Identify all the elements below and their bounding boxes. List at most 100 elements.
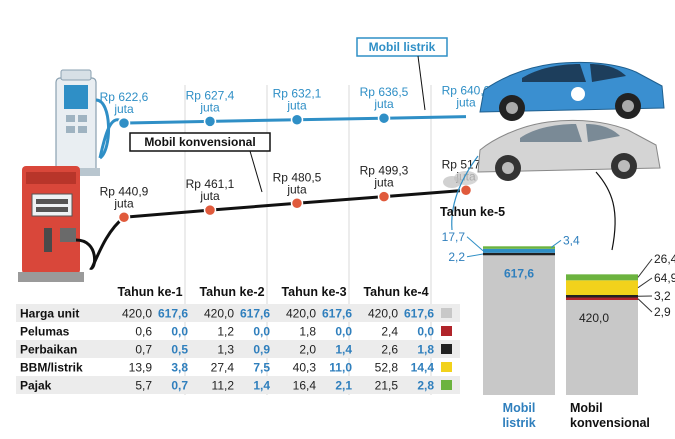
cell-listrik: 617,6 (158, 307, 188, 321)
legend-mobil-konvensional: Mobil konvensional (129, 132, 271, 193)
value-label-mobil-listrik-2: Rp 627,4 juta (186, 88, 235, 114)
leader (637, 277, 653, 289)
cell-konvensional: 2,0 (299, 343, 316, 357)
cell-konvensional: 13,9 (129, 361, 153, 375)
segment-mobil-listrik-harga-unit (483, 255, 555, 395)
cell-listrik: 617,6 (322, 307, 352, 321)
car-listrik-icon (479, 61, 665, 121)
marker-mobil-listrik-3 (290, 113, 304, 126)
cell-listrik: 617,6 (240, 307, 270, 321)
segment-label-mobil-konvensional-bbm-listrik: 64,9 (654, 271, 675, 285)
cell-listrik: 0,0 (253, 325, 270, 339)
series-line-mobil-listrik (98, 115, 467, 159)
color-swatch-harga-unit (441, 308, 452, 318)
leader (637, 258, 653, 278)
charging-station-icon (52, 69, 111, 176)
year5-title: Tahun ke-5 (440, 205, 505, 219)
value-label-mobil-konvensional-1: Rp 440,9 juta (100, 184, 149, 210)
cell-konvensional: 40,3 (293, 361, 317, 375)
cell-listrik: 0,7 (171, 379, 188, 393)
cell-konvensional: 1,2 (217, 325, 234, 339)
cell-listrik: 0,0 (335, 325, 352, 339)
cell-listrik: 1,4 (253, 379, 270, 393)
leader (637, 298, 653, 313)
table-header-4: Tahun ke-4 (363, 285, 428, 299)
cell-konvensional: 21,5 (375, 379, 399, 393)
leader (466, 253, 484, 258)
marker-mobil-konvensional-4 (377, 190, 391, 203)
stack-mobil-listrik: 617,6 2,2 17,7 3,4 Mobil listrik (442, 230, 580, 430)
series-markers-mobil-konvensional (117, 184, 473, 224)
value-label-mobil-listrik-3: Rp 632,1 juta (273, 87, 322, 113)
cell-listrik: 11,0 (329, 361, 352, 375)
cell-listrik: 0,5 (171, 343, 188, 357)
table-header-1: Tahun ke-1 (117, 285, 182, 299)
cell-konvensional: 420,0 (368, 307, 398, 321)
cell-listrik: 2,8 (417, 379, 434, 393)
cell-konvensional: 420,0 (204, 307, 234, 321)
color-swatch-perbaikan (441, 344, 452, 354)
cell-konvensional: 52,8 (375, 361, 399, 375)
value-label-mobil-listrik-1: Rp 622,6 juta (100, 90, 149, 116)
marker-mobil-konvensional-3 (290, 197, 304, 210)
marker-mobil-konvensional-2 (203, 203, 217, 217)
color-swatch-pajak (441, 380, 452, 390)
stack-label-mobil-listrik: Mobil listrik (502, 401, 535, 430)
table-row-pelumas: Pelumas 0,6 1,2 1,8 2,4 0,0 0,0 0,0 0,0 (20, 325, 452, 339)
cell-listrik: 1,4 (335, 343, 352, 357)
cell-konvensional: 0,6 (135, 325, 152, 339)
table-row-harga-unit: Harga unit 420,0 420,0 420,0 420,0 617,6 617,6… (16, 304, 460, 322)
year5-stacked-bars: 617,6 2,2 17,7 3,4 Mobil listrik 420,0 2,9 3,2 64… (442, 230, 675, 430)
row-label: BBM/listrik (20, 361, 83, 375)
value-label-mobil-listrik-5: Rp 640,9 juta (442, 84, 491, 110)
cell-listrik: 0,0 (417, 325, 434, 339)
cell-konvensional: 1,3 (217, 343, 234, 357)
row-band (16, 376, 460, 394)
marker-mobil-listrik-2 (203, 115, 217, 128)
cell-listrik: 1,8 (417, 343, 434, 357)
leader (550, 239, 562, 248)
segment-mobil-listrik-bbm-listrik (483, 248, 555, 253)
stack-mobil-konvensional: 420,0 2,9 3,2 64,9 26,4 Mobil konvensional (566, 252, 675, 430)
row-label: Pajak (20, 379, 52, 393)
segment-label-mobil-listrik-pajak: 3,4 (563, 233, 580, 247)
cell-konvensional: 1,8 (299, 325, 316, 339)
cell-konvensional: 2,4 (381, 325, 398, 339)
leader (466, 236, 484, 252)
table-row-bbm-listrik: BBM/listrik 13,9 27,4 40,3 52,8 3,8 7,5 11,0 14,… (20, 361, 452, 375)
segment-label-mobil-listrik-harga-unit: 617,6 (504, 266, 534, 280)
table-header-3: Tahun ke-3 (281, 285, 346, 299)
legend-label-mobil-konvensional: Mobil konvensional (144, 135, 255, 149)
cell-listrik: 617,6 (404, 307, 434, 321)
marker-mobil-listrik-1 (117, 116, 131, 130)
segment-label-mobil-konvensional-pajak: 26,4 (654, 252, 675, 266)
table-row-perbaikan: Perbaikan 0,7 1,3 2,0 2,6 0,5 0,9 1,4 1,8 (16, 340, 460, 358)
table-row-pajak: Pajak 5,7 11,2 16,4 21,5 0,7 1,4 2,1 2,8 (16, 376, 460, 394)
value-label-mobil-listrik-4: Rp 636,5 juta (360, 85, 409, 111)
series-value-labels-mobil-listrik: Rp 622,6 juta Rp 627,4 juta Rp 632,1 juta Rp 6… (100, 84, 491, 116)
cost-table: Tahun ke-1 Tahun ke-2 Tahun ke-3 Tahun ke-4… (16, 285, 460, 394)
value-label-mobil-konvensional-2: Rp 461,1 juta (186, 177, 235, 203)
car-konvensional-icon (443, 119, 661, 188)
arrow-to-konvensional-bar (595, 171, 616, 251)
cell-konvensional: 2,6 (381, 343, 398, 357)
row-label: Pelumas (20, 325, 70, 339)
cell-listrik: 3,8 (171, 361, 188, 375)
cell-listrik: 14,4 (411, 361, 435, 375)
cell-konvensional: 27,4 (211, 361, 235, 375)
segment-label-mobil-konvensional-pelumas: 2,9 (654, 305, 671, 319)
table-header-2: Tahun ke-2 (199, 285, 264, 299)
cell-listrik: 0,0 (171, 325, 188, 339)
value-label-mobil-konvensional-4: Rp 499,3 juta (360, 164, 409, 190)
cell-konvensional: 420,0 (122, 307, 152, 321)
row-band (16, 304, 460, 322)
color-swatch-pelumas (441, 326, 452, 336)
marker-mobil-konvensional-1 (117, 211, 131, 224)
segment-mobil-konvensional-harga-unit (566, 299, 638, 395)
row-band (16, 340, 460, 358)
legend-mobil-listrik: Mobil listrik (356, 37, 448, 111)
cell-konvensional: 0,7 (135, 343, 152, 357)
cell-konvensional: 5,7 (135, 379, 152, 393)
color-swatch-bbm-listrik (441, 362, 452, 372)
segment-label-mobil-konvensional-perbaikan: 3,2 (654, 289, 671, 303)
